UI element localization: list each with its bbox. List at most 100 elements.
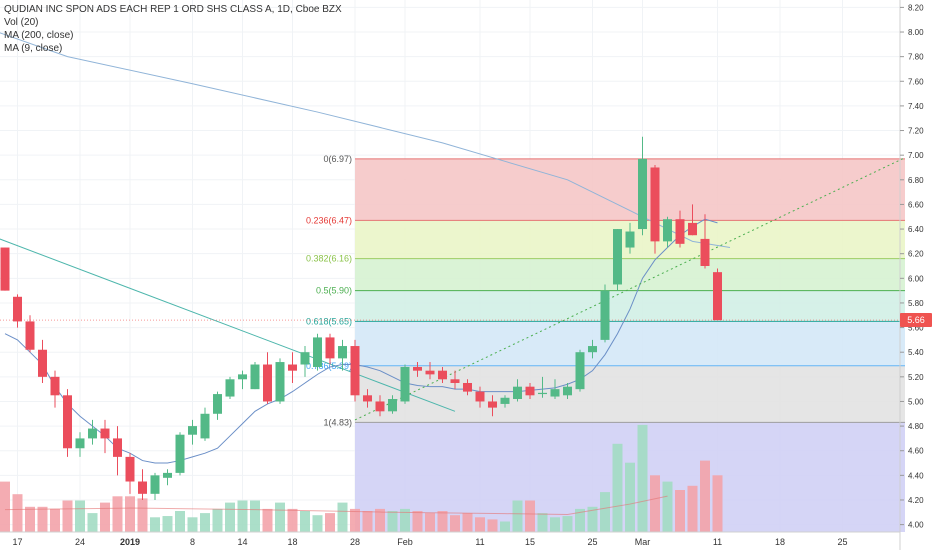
volume-ma-line — [4, 495, 668, 515]
x-tick-label: 15 — [525, 537, 535, 547]
candle-body — [300, 352, 310, 365]
ma9-line — [4, 218, 718, 464]
y-tick-label: 6.60 — [908, 200, 924, 209]
x-tick-label: 28 — [350, 537, 360, 547]
fib-zone — [355, 321, 905, 366]
candle-body — [675, 219, 685, 244]
volume-bar — [600, 492, 610, 532]
candle-body — [625, 231, 635, 248]
legend-ma200: MA (200, close) — [4, 30, 74, 41]
volume-bar — [250, 500, 260, 532]
candle-body — [25, 321, 35, 350]
candle-body — [513, 386, 522, 399]
volume-bar — [387, 511, 398, 532]
x-tick-label: 14 — [237, 537, 247, 547]
x-tick-label: 11 — [475, 537, 484, 547]
candle-body — [113, 438, 122, 457]
candle-body — [313, 337, 322, 367]
volume-bar — [475, 517, 485, 532]
volume-bar — [162, 516, 173, 532]
fib-level-label: 0.5(5.90) — [316, 286, 352, 296]
volume-bar — [625, 462, 635, 532]
volume-bar — [437, 511, 448, 532]
legend: QUDIAN INC SPON ADS EACH REP 1 ORD SHS C… — [4, 3, 342, 55]
y-tick-label: 6.40 — [908, 225, 924, 234]
candle-body — [550, 389, 560, 397]
candle-body — [600, 290, 610, 340]
candle-body — [650, 167, 660, 242]
volume-bar — [212, 508, 223, 532]
candle-body — [500, 397, 510, 404]
volume-bar — [712, 475, 723, 532]
volume-bar — [350, 508, 360, 532]
volume-bar — [525, 500, 535, 532]
volume-bar — [0, 481, 10, 532]
candle-body — [425, 370, 435, 375]
candle-body — [350, 346, 360, 396]
legend-title: QUDIAN INC SPON ADS EACH REP 1 ORD SHS C… — [4, 4, 342, 15]
volume-bar — [450, 515, 460, 532]
candle-body — [713, 272, 722, 321]
volume-bar — [337, 502, 348, 532]
fib-zone — [355, 158, 905, 221]
candle-body — [63, 395, 72, 449]
volume-bar — [675, 490, 685, 532]
candle-body — [200, 413, 210, 439]
x-tick-label: Feb — [397, 537, 413, 547]
volume-bar — [612, 443, 623, 532]
ma-teal-line — [0, 238, 456, 412]
volume-bar — [637, 424, 648, 532]
candle-body — [638, 158, 647, 230]
candle-body — [238, 374, 247, 380]
volume-bar — [112, 496, 123, 532]
volume-bar — [662, 481, 673, 532]
x-tick-label: 24 — [75, 537, 85, 547]
volume-bar — [650, 475, 660, 532]
candle-body — [175, 434, 185, 473]
y-tick-label: 7.80 — [908, 53, 924, 62]
y-tick-label: 8.20 — [908, 3, 924, 12]
fib-zone — [355, 290, 905, 322]
candle-body — [263, 364, 272, 402]
volume-bar — [587, 506, 598, 532]
x-tick-label: 8 — [190, 537, 195, 547]
candle-body — [125, 456, 135, 482]
candle-body — [150, 475, 160, 494]
volume-bar — [12, 494, 23, 532]
candle-body — [188, 426, 197, 435]
candle-body — [388, 399, 397, 412]
volume-bar — [325, 513, 335, 532]
x-tick-label: 18 — [287, 537, 297, 547]
volume-bar — [400, 508, 410, 532]
candle-body — [438, 370, 447, 380]
y-tick-label: 4.40 — [908, 471, 924, 480]
volume-bar — [25, 506, 35, 532]
fib-zone — [355, 365, 905, 423]
candle-body — [250, 364, 260, 390]
candle-body — [700, 238, 710, 266]
candle-body — [538, 392, 547, 395]
y-tick-label: 7.40 — [908, 102, 924, 111]
y-tick-label: 5.80 — [908, 299, 924, 308]
candle-body — [338, 346, 347, 359]
candle-body — [0, 247, 10, 291]
last-price-badge: 5.66 — [900, 313, 932, 328]
candle-body — [288, 364, 297, 371]
volume-bar — [312, 515, 323, 532]
candle-body — [138, 481, 147, 494]
y-tick-label: 4.00 — [908, 521, 924, 530]
volume-bar — [275, 502, 285, 532]
y-tick-label: 5.20 — [908, 373, 924, 382]
fib-level-label: 1(4.83) — [323, 417, 352, 427]
volume-bar — [550, 517, 560, 532]
candle-body — [363, 395, 372, 402]
candle-body — [613, 229, 622, 285]
volume-bar — [62, 500, 73, 532]
y-tick-label: 4.60 — [908, 447, 924, 456]
y-tick-label: 6.00 — [908, 274, 924, 283]
fib-level-label: 0.236(6.47) — [306, 215, 352, 225]
x-tick-label: 2019 — [120, 537, 140, 547]
volume-bar — [300, 511, 310, 532]
